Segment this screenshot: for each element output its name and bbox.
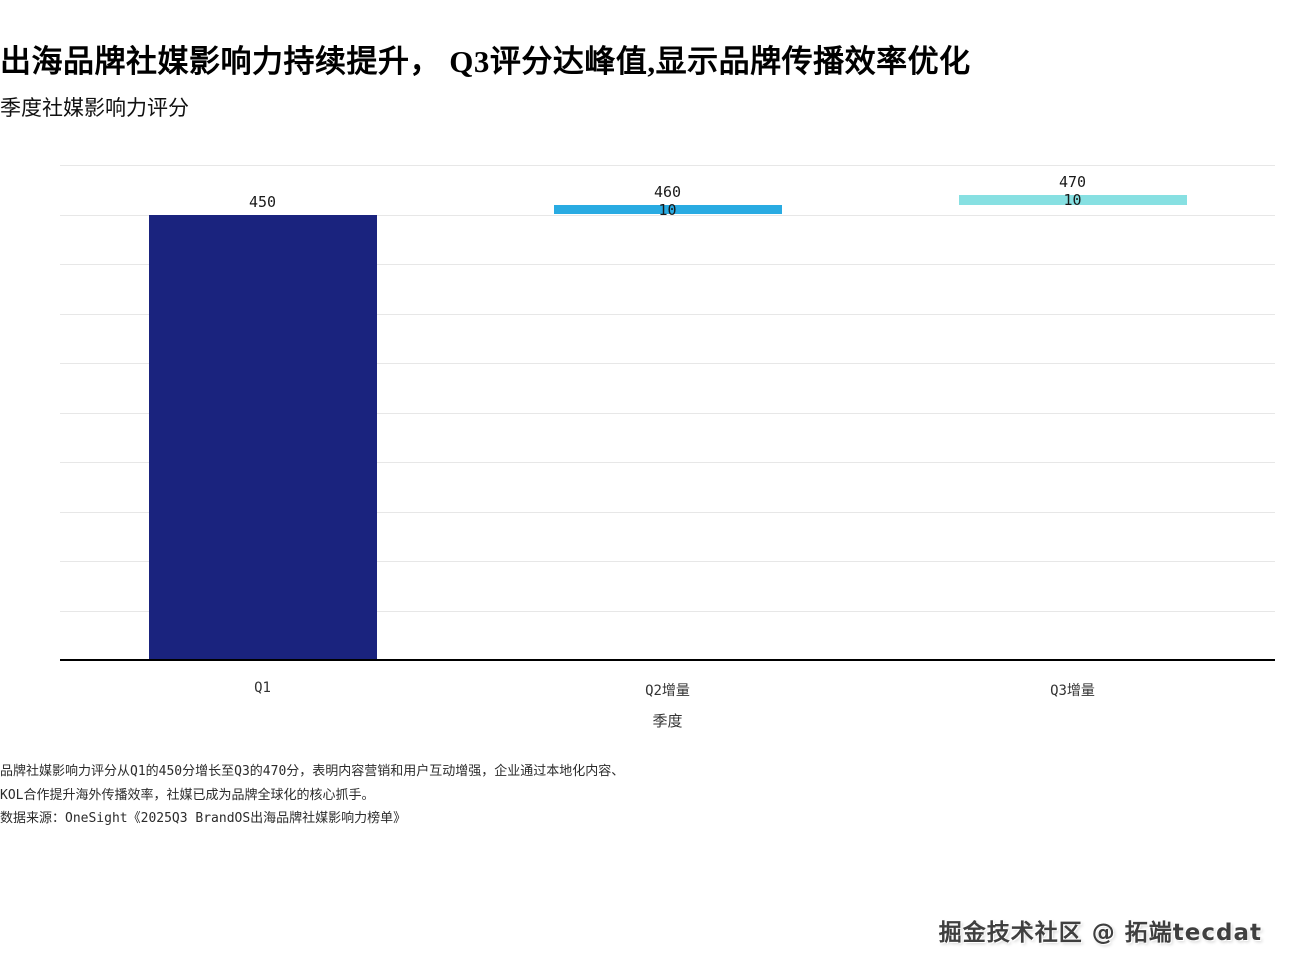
gridline	[60, 264, 1275, 265]
gridline	[60, 511, 1275, 513]
chart-subtitle: 季度社媒影响力评分	[0, 96, 189, 120]
x-tick-Q3增量: Q3增量	[1050, 683, 1095, 699]
bar-increment-label: 10	[658, 200, 677, 219]
bar-Q3增量	[958, 194, 1187, 205]
gridline	[60, 462, 1275, 463]
bar-total-label: 450	[248, 192, 277, 211]
bar-total-label: 460	[653, 182, 682, 201]
bar-total-label: 470	[1058, 172, 1087, 191]
bar-Q2增量	[553, 204, 782, 215]
source-line: 数据来源：OneSight《2025Q3 BrandOS出海品牌社媒影响力榜单》	[0, 811, 407, 826]
footer-notes: 品牌社媒影响力评分从Q1的450分增长至Q3的470分，表明内容营销和用户互动增…	[0, 760, 624, 831]
x-axis-line	[60, 659, 1275, 661]
bar-Q1	[148, 214, 377, 660]
x-tick-Q2增量: Q2增量	[645, 683, 690, 699]
watermark: 掘金技术社区 @ 拓端tecdat	[938, 920, 1262, 946]
note-line-1: 品牌社媒影响力评分从Q1的450分增长至Q3的470分，表明内容营销和用户互动增…	[0, 764, 625, 779]
bar-chart-plot-area: 450 460 10 470 10 Q1 Q2增量 Q3增量 季度	[60, 165, 1275, 755]
gridline	[60, 412, 1275, 414]
chart-title: 出海品牌社媒影响力持续提升， Q3评分达峰值,显示品牌传播效率优化	[0, 44, 971, 79]
gridline	[60, 214, 1275, 216]
bar-increment-label: 10	[1063, 190, 1082, 209]
x-axis-title: 季度	[652, 712, 683, 730]
gridline	[60, 313, 1275, 315]
gridline	[60, 165, 1275, 166]
gridline	[60, 561, 1275, 562]
gridline	[60, 363, 1275, 364]
note-line-2: KOL合作提升海外传播效率，社媒已成为品牌全球化的核心抓手。	[0, 787, 375, 803]
gridline	[60, 610, 1275, 612]
x-tick-Q1: Q1	[254, 680, 271, 696]
